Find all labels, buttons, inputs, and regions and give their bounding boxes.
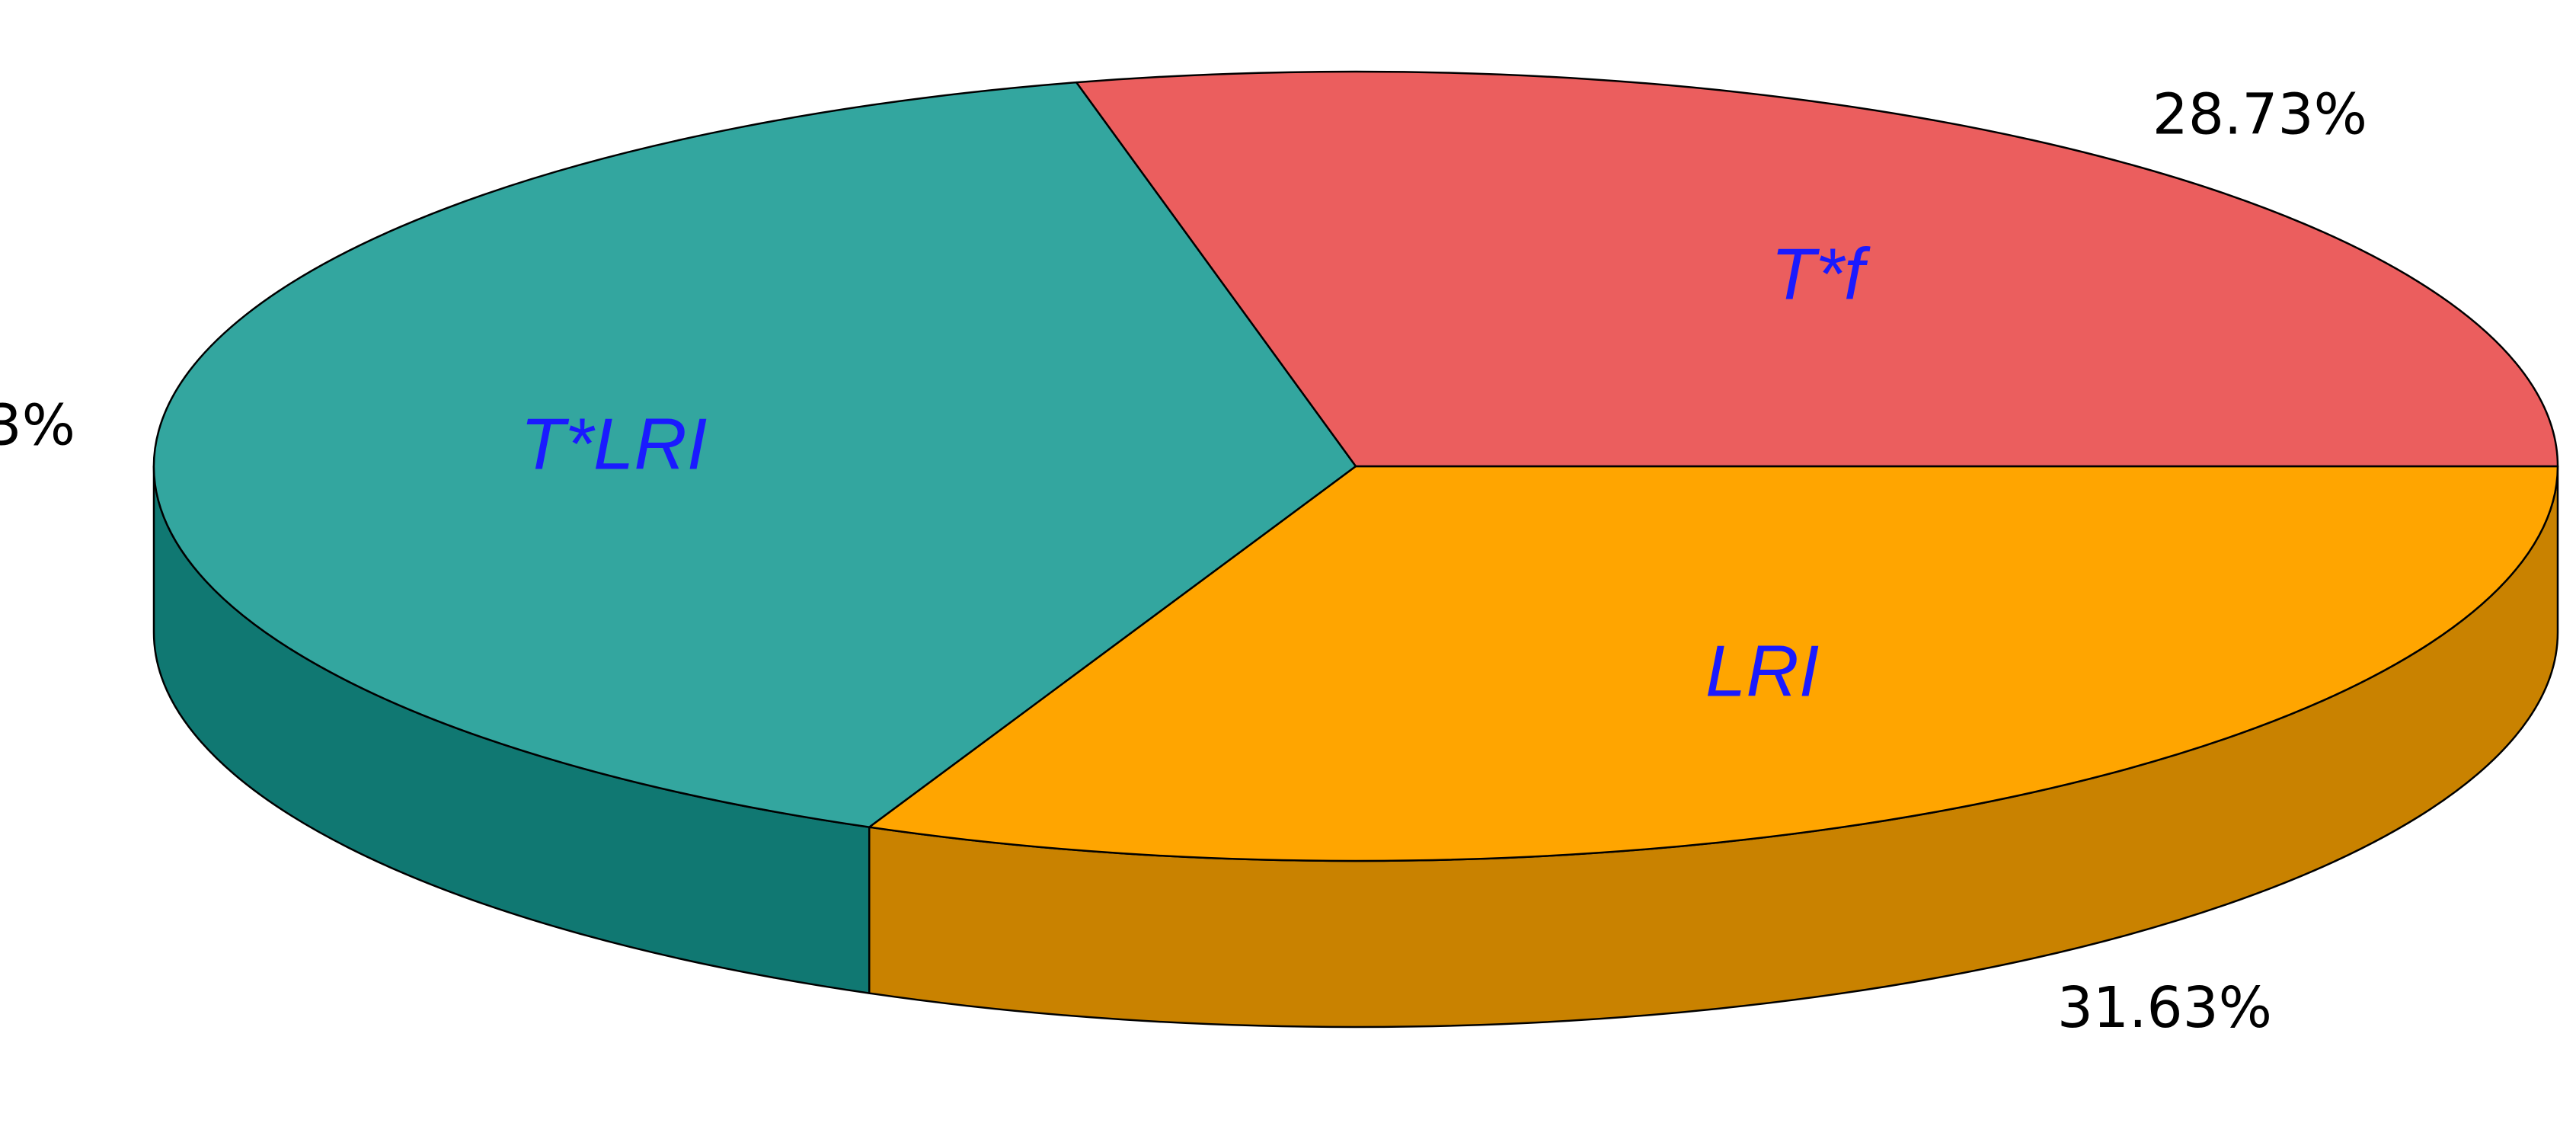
pie-labels: LRI 31.63% T*LRI 39.63% T*f 28.73%: [0, 82, 2367, 1040]
pie-tops: [152, 70, 2559, 862]
slice-label-t-lri: T*LRI: [520, 403, 707, 485]
pie-slice-t-lri: [152, 81, 1357, 828]
pie-slice-lri: [868, 465, 2559, 862]
percent-label-t-lri: 39.63%: [0, 393, 75, 459]
percent-label-t-f: 28.73%: [2153, 82, 2367, 147]
pie-slice-t-f: [1075, 70, 2559, 468]
percent-label-lri: 31.63%: [2057, 975, 2272, 1041]
slice-label-t-f: T*f: [1771, 233, 1871, 315]
slice-label-lri: LRI: [1705, 631, 1819, 712]
